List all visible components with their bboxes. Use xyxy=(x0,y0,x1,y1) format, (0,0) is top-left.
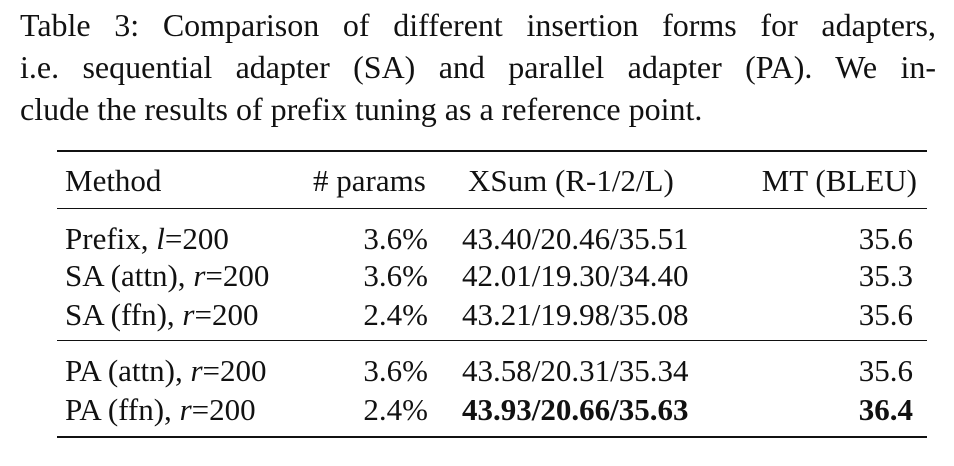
table-row: PA (ffn), r=200 2.4% 43.93/20.66/35.63 3… xyxy=(57,390,927,430)
caption-line: Table 3: Comparison of different inserti… xyxy=(20,7,936,43)
header-method: Method xyxy=(65,163,162,198)
caption-line: i.e. sequential adapter (SA) and paralle… xyxy=(20,49,936,85)
method-cell: PA (ffn), r=200 xyxy=(65,392,256,427)
caption-line: clude the results of prefix tuning as a … xyxy=(20,91,703,127)
mt-cell: 35.6 xyxy=(858,353,913,388)
table-row: SA (attn), r=200 3.6% 42.01/19.30/34.40 … xyxy=(57,256,927,296)
bottom-rule xyxy=(57,436,927,438)
method-cell: PA (attn), r=200 xyxy=(65,353,267,388)
xsum-cell: 43.21/19.98/35.08 xyxy=(462,297,689,332)
xsum-cell: 42.01/19.30/34.40 xyxy=(462,258,689,293)
table-row: Prefix, l=200 3.6% 43.40/20.46/35.51 35.… xyxy=(57,219,927,259)
header-xsum: XSum (R-1/2/L) xyxy=(468,163,674,198)
table-row: PA (attn), r=200 3.6% 43.58/20.31/35.34 … xyxy=(57,351,927,391)
mt-cell: 35.6 xyxy=(858,297,913,332)
header-params: # params xyxy=(313,163,426,198)
table-header-row: Method # params XSum (R-1/2/L) MT (BLEU) xyxy=(57,161,927,201)
params-cell: 3.6% xyxy=(363,353,428,388)
table-caption: Table 3: Comparison of different inserti… xyxy=(20,4,936,130)
xsum-cell-best: 43.93/20.66/35.63 xyxy=(462,392,689,427)
xsum-cell: 43.40/20.46/35.51 xyxy=(462,221,689,256)
top-rule xyxy=(57,150,927,152)
mt-cell-best: 36.4 xyxy=(858,392,913,427)
params-cell: 3.6% xyxy=(363,258,428,293)
mt-cell: 35.6 xyxy=(858,221,913,256)
method-cell: SA (attn), r=200 xyxy=(65,258,270,293)
mt-cell: 35.3 xyxy=(858,258,913,293)
method-cell: Prefix, l=200 xyxy=(65,221,229,256)
xsum-cell: 43.58/20.31/35.34 xyxy=(462,353,689,388)
method-cell: SA (ffn), r=200 xyxy=(65,297,259,332)
group-rule xyxy=(57,340,927,342)
header-rule xyxy=(57,208,927,210)
params-cell: 3.6% xyxy=(363,221,428,256)
table-row: SA (ffn), r=200 2.4% 43.21/19.98/35.08 3… xyxy=(57,295,927,335)
header-mt: MT (BLEU) xyxy=(761,163,917,198)
params-cell: 2.4% xyxy=(363,392,428,427)
params-cell: 2.4% xyxy=(363,297,428,332)
